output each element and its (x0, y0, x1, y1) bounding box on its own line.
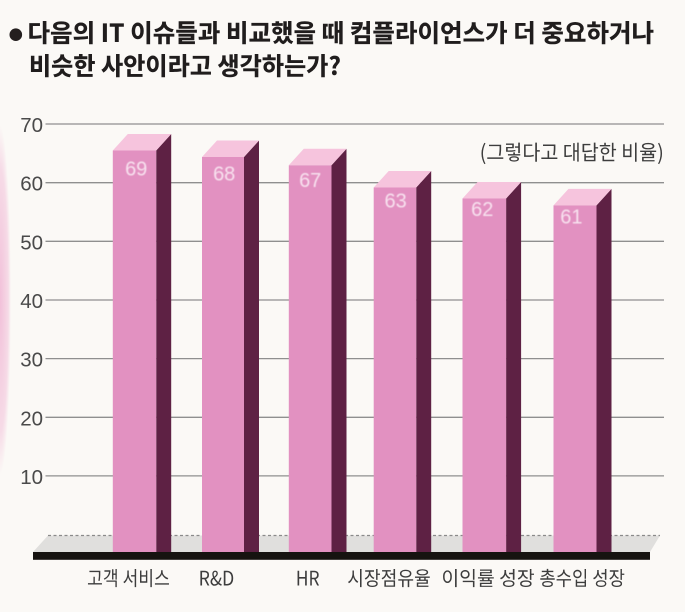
svg-text:40: 40 (20, 290, 43, 313)
svg-text:20: 20 (20, 407, 43, 430)
svg-text:69: 69 (125, 159, 147, 181)
svg-text:10: 10 (20, 466, 43, 489)
svg-text:67: 67 (299, 170, 321, 192)
svg-text:63: 63 (384, 191, 406, 213)
svg-text:68: 68 (213, 163, 235, 185)
svg-text:30: 30 (20, 349, 43, 372)
svg-text:62: 62 (471, 199, 493, 221)
svg-text:61: 61 (560, 207, 582, 229)
svg-text:50: 50 (20, 231, 43, 254)
svg-text:70: 70 (20, 114, 43, 137)
svg-text:60: 60 (20, 173, 43, 196)
